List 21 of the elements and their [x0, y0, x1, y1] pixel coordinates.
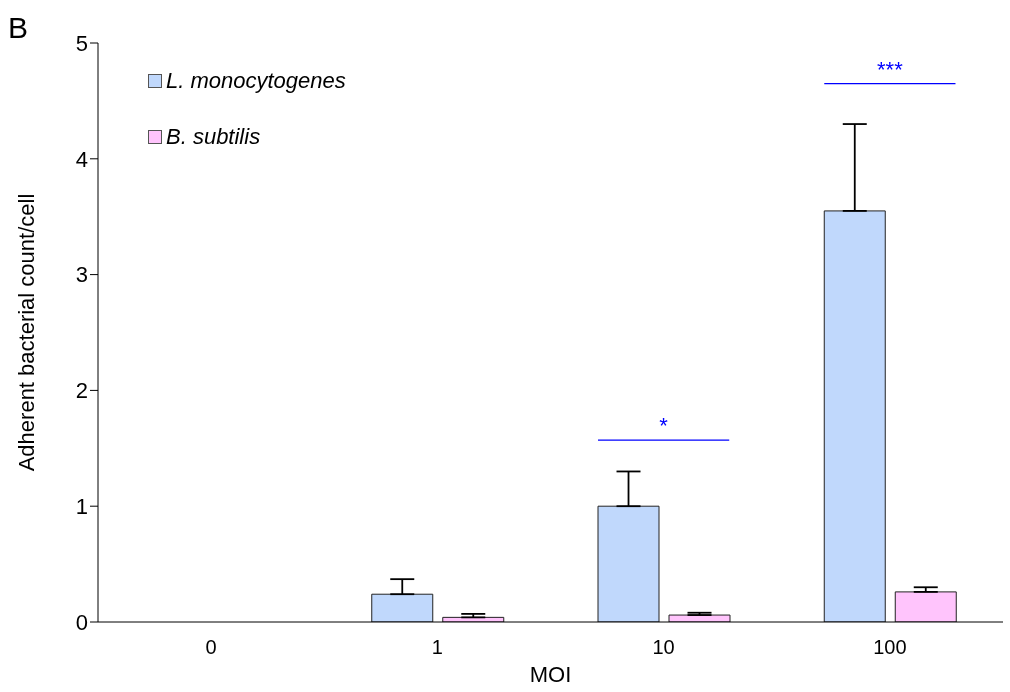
bar	[823, 210, 886, 622]
y-axis-title: Adherent bacterial count/cell	[13, 193, 39, 472]
y-tick-label: 1	[75, 494, 88, 520]
text: B	[8, 11, 29, 44]
y-tick-label: 2	[75, 378, 88, 404]
y-tick-label: 5	[75, 30, 88, 56]
annotation: ***	[877, 56, 904, 82]
bar	[894, 591, 957, 622]
annotation: *	[659, 413, 669, 439]
y-tick-label: 4	[75, 146, 88, 172]
bar	[371, 593, 434, 622]
x-tick-label: 100	[873, 636, 907, 659]
legend-label: B. subtilis	[166, 124, 261, 150]
x-tick-label: 0	[205, 636, 217, 659]
x-tick-label: 10	[652, 636, 675, 659]
bar	[597, 505, 660, 622]
y-tick-label: 3	[75, 262, 88, 288]
y-tick-label: 0	[75, 609, 88, 635]
x-axis-title: MOI	[529, 662, 572, 687]
x-tick-label: 1	[431, 636, 443, 659]
legend-label: L. monocytogenes	[166, 68, 346, 94]
